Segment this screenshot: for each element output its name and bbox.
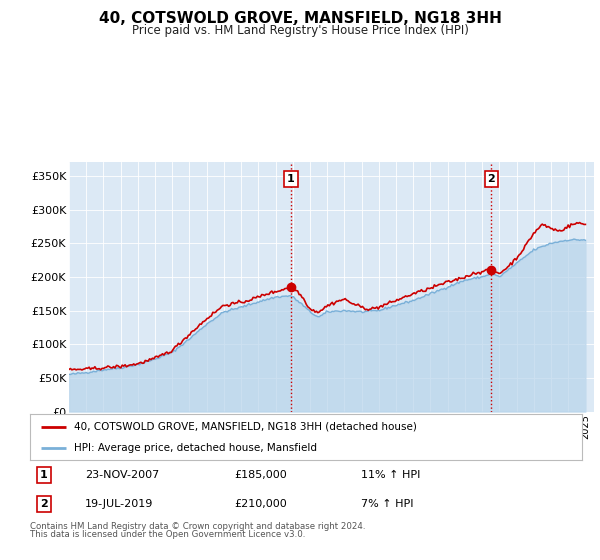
- Text: £210,000: £210,000: [234, 499, 287, 508]
- Text: £185,000: £185,000: [234, 470, 287, 480]
- Text: 40, COTSWOLD GROVE, MANSFIELD, NG18 3HH: 40, COTSWOLD GROVE, MANSFIELD, NG18 3HH: [98, 11, 502, 26]
- Text: HPI: Average price, detached house, Mansfield: HPI: Average price, detached house, Mans…: [74, 443, 317, 453]
- Text: 7% ↑ HPI: 7% ↑ HPI: [361, 499, 414, 508]
- Text: Contains HM Land Registry data © Crown copyright and database right 2024.: Contains HM Land Registry data © Crown c…: [30, 522, 365, 531]
- Text: 2: 2: [488, 174, 495, 184]
- Text: 1: 1: [287, 174, 295, 184]
- Text: 19-JUL-2019: 19-JUL-2019: [85, 499, 154, 508]
- Text: This data is licensed under the Open Government Licence v3.0.: This data is licensed under the Open Gov…: [30, 530, 305, 539]
- Text: 11% ↑ HPI: 11% ↑ HPI: [361, 470, 421, 480]
- Text: 23-NOV-2007: 23-NOV-2007: [85, 470, 160, 480]
- Text: 40, COTSWOLD GROVE, MANSFIELD, NG18 3HH (detached house): 40, COTSWOLD GROVE, MANSFIELD, NG18 3HH …: [74, 422, 417, 432]
- Text: 1: 1: [40, 470, 47, 480]
- Text: Price paid vs. HM Land Registry's House Price Index (HPI): Price paid vs. HM Land Registry's House …: [131, 24, 469, 36]
- Text: 2: 2: [40, 499, 47, 508]
